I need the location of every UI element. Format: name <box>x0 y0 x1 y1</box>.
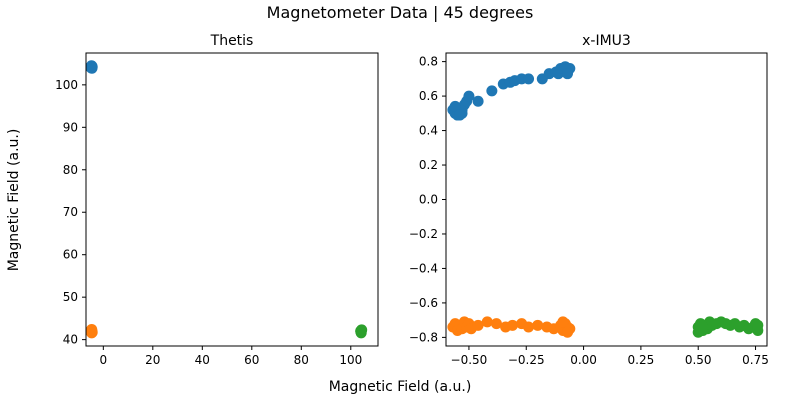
data-point <box>562 68 574 80</box>
y-tick-label: −0.8 <box>409 330 438 344</box>
x-tick-label: 0.00 <box>570 353 597 367</box>
data-point <box>557 316 569 328</box>
x-tick-label: 0.50 <box>685 353 712 367</box>
data-point <box>490 318 502 330</box>
x-tick-label: −0.25 <box>508 353 545 367</box>
x-tick-label: 100 <box>339 353 362 367</box>
data-point <box>752 319 764 331</box>
y-tick-label: 0.2 <box>419 158 438 172</box>
ximu3-axes-frame <box>445 52 768 347</box>
ximu3-panel: x-IMU3 −0.50 −0.25 0.00 0.25 0.50 0.75 −0.8 −0.6… <box>409 33 769 367</box>
data-point <box>532 319 544 331</box>
data-point <box>355 325 367 337</box>
x-tick-label: 0.25 <box>628 353 655 367</box>
data-point <box>523 321 535 333</box>
data-point <box>562 326 574 338</box>
data-point <box>481 316 493 328</box>
y-tick-label: 90 <box>63 120 78 134</box>
data-point <box>506 319 518 331</box>
x-tick-label: 60 <box>244 353 259 367</box>
data-point <box>454 109 466 121</box>
x-tick-label: 0 <box>100 353 108 367</box>
y-tick-label: 0.4 <box>419 124 438 138</box>
y-tick-label: 60 <box>63 248 78 262</box>
x-tick-label: 80 <box>294 353 309 367</box>
y-tick-label: 0.0 <box>419 193 438 207</box>
thetis-axes-frame <box>85 52 379 347</box>
y-tick-label: 50 <box>63 290 78 304</box>
y-tick-label: −0.6 <box>409 296 438 310</box>
thetis-series-orange <box>86 323 98 339</box>
x-tick-label: 0.75 <box>742 353 769 367</box>
data-point <box>523 73 535 85</box>
y-tick-label: −0.4 <box>409 261 438 275</box>
y-tick-label: 80 <box>63 163 78 177</box>
data-point <box>472 95 484 107</box>
x-tick-label: 40 <box>195 353 210 367</box>
ximu3-series-orange <box>447 316 576 338</box>
data-point <box>86 62 98 74</box>
y-tick-label: 100 <box>55 78 78 92</box>
y-axis-label: Magnetic Field (a.u.) <box>6 129 22 272</box>
thetis-series-green <box>355 324 368 339</box>
x-axis-label: Magnetic Field (a.u.) <box>329 379 472 395</box>
ximu3-title: x-IMU3 <box>582 33 631 49</box>
ximu3-series-blue <box>447 61 576 121</box>
x-tick-label: 20 <box>145 353 160 367</box>
y-tick-label: −0.2 <box>409 227 438 241</box>
data-point <box>86 327 98 339</box>
data-point <box>692 326 704 338</box>
y-tick-label: 0.8 <box>419 55 438 69</box>
data-point <box>449 100 461 112</box>
y-tick-label: 70 <box>63 205 78 219</box>
thetis-series-blue <box>86 60 98 74</box>
data-point <box>486 85 498 97</box>
ximu3-series-green <box>692 316 764 338</box>
thetis-panel: Thetis 0 20 40 60 80 100 40 50 60 70 80 90 100 <box>55 33 379 367</box>
y-tick-label: 0.6 <box>419 89 438 103</box>
x-tick-label: −0.50 <box>451 353 488 367</box>
figure-title: Magnetometer Data | 45 degrees <box>267 3 534 22</box>
thetis-title: Thetis <box>210 33 254 49</box>
y-tick-label: 40 <box>63 333 78 347</box>
data-point <box>463 90 475 102</box>
data-point <box>472 319 484 331</box>
